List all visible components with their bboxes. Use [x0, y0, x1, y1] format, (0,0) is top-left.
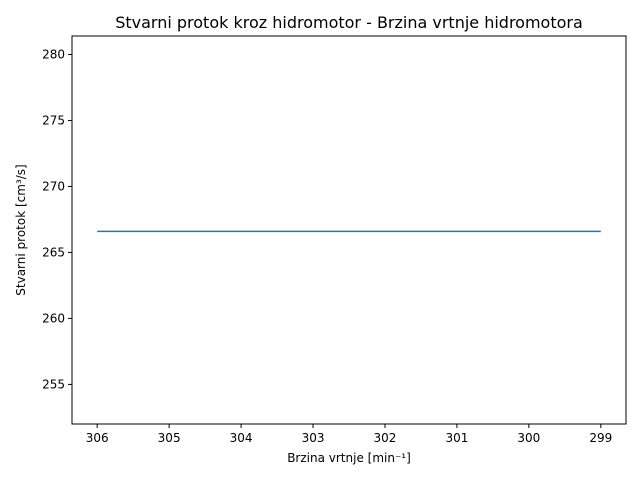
- y-tick-label: 280: [42, 47, 65, 61]
- x-tick-label: 301: [445, 431, 468, 445]
- y-tick-label: 265: [42, 245, 65, 259]
- x-tick-label: 302: [374, 431, 397, 445]
- y-axis-label: Stvarni protok [cm³/s]: [14, 164, 28, 295]
- y-tick-label: 270: [42, 179, 65, 193]
- y-tick-label: 260: [42, 311, 65, 325]
- x-tick-label: 299: [589, 431, 612, 445]
- x-tick-label: 304: [230, 431, 253, 445]
- x-tick-label: 300: [517, 431, 540, 445]
- x-tick-label: 306: [86, 431, 109, 445]
- chart-title: Stvarni protok kroz hidromotor - Brzina …: [115, 13, 583, 32]
- x-axis-label: Brzina vrtnje [min⁻¹]: [287, 451, 411, 465]
- x-tick-label: 305: [158, 431, 181, 445]
- y-tick-label: 255: [42, 377, 65, 391]
- y-tick-label: 275: [42, 113, 65, 127]
- x-tick-label: 303: [302, 431, 325, 445]
- plot-area: [71, 35, 627, 425]
- ticks: 306 305 304 303 302 301 300 299 255 260 265 270 275 2…: [42, 47, 612, 445]
